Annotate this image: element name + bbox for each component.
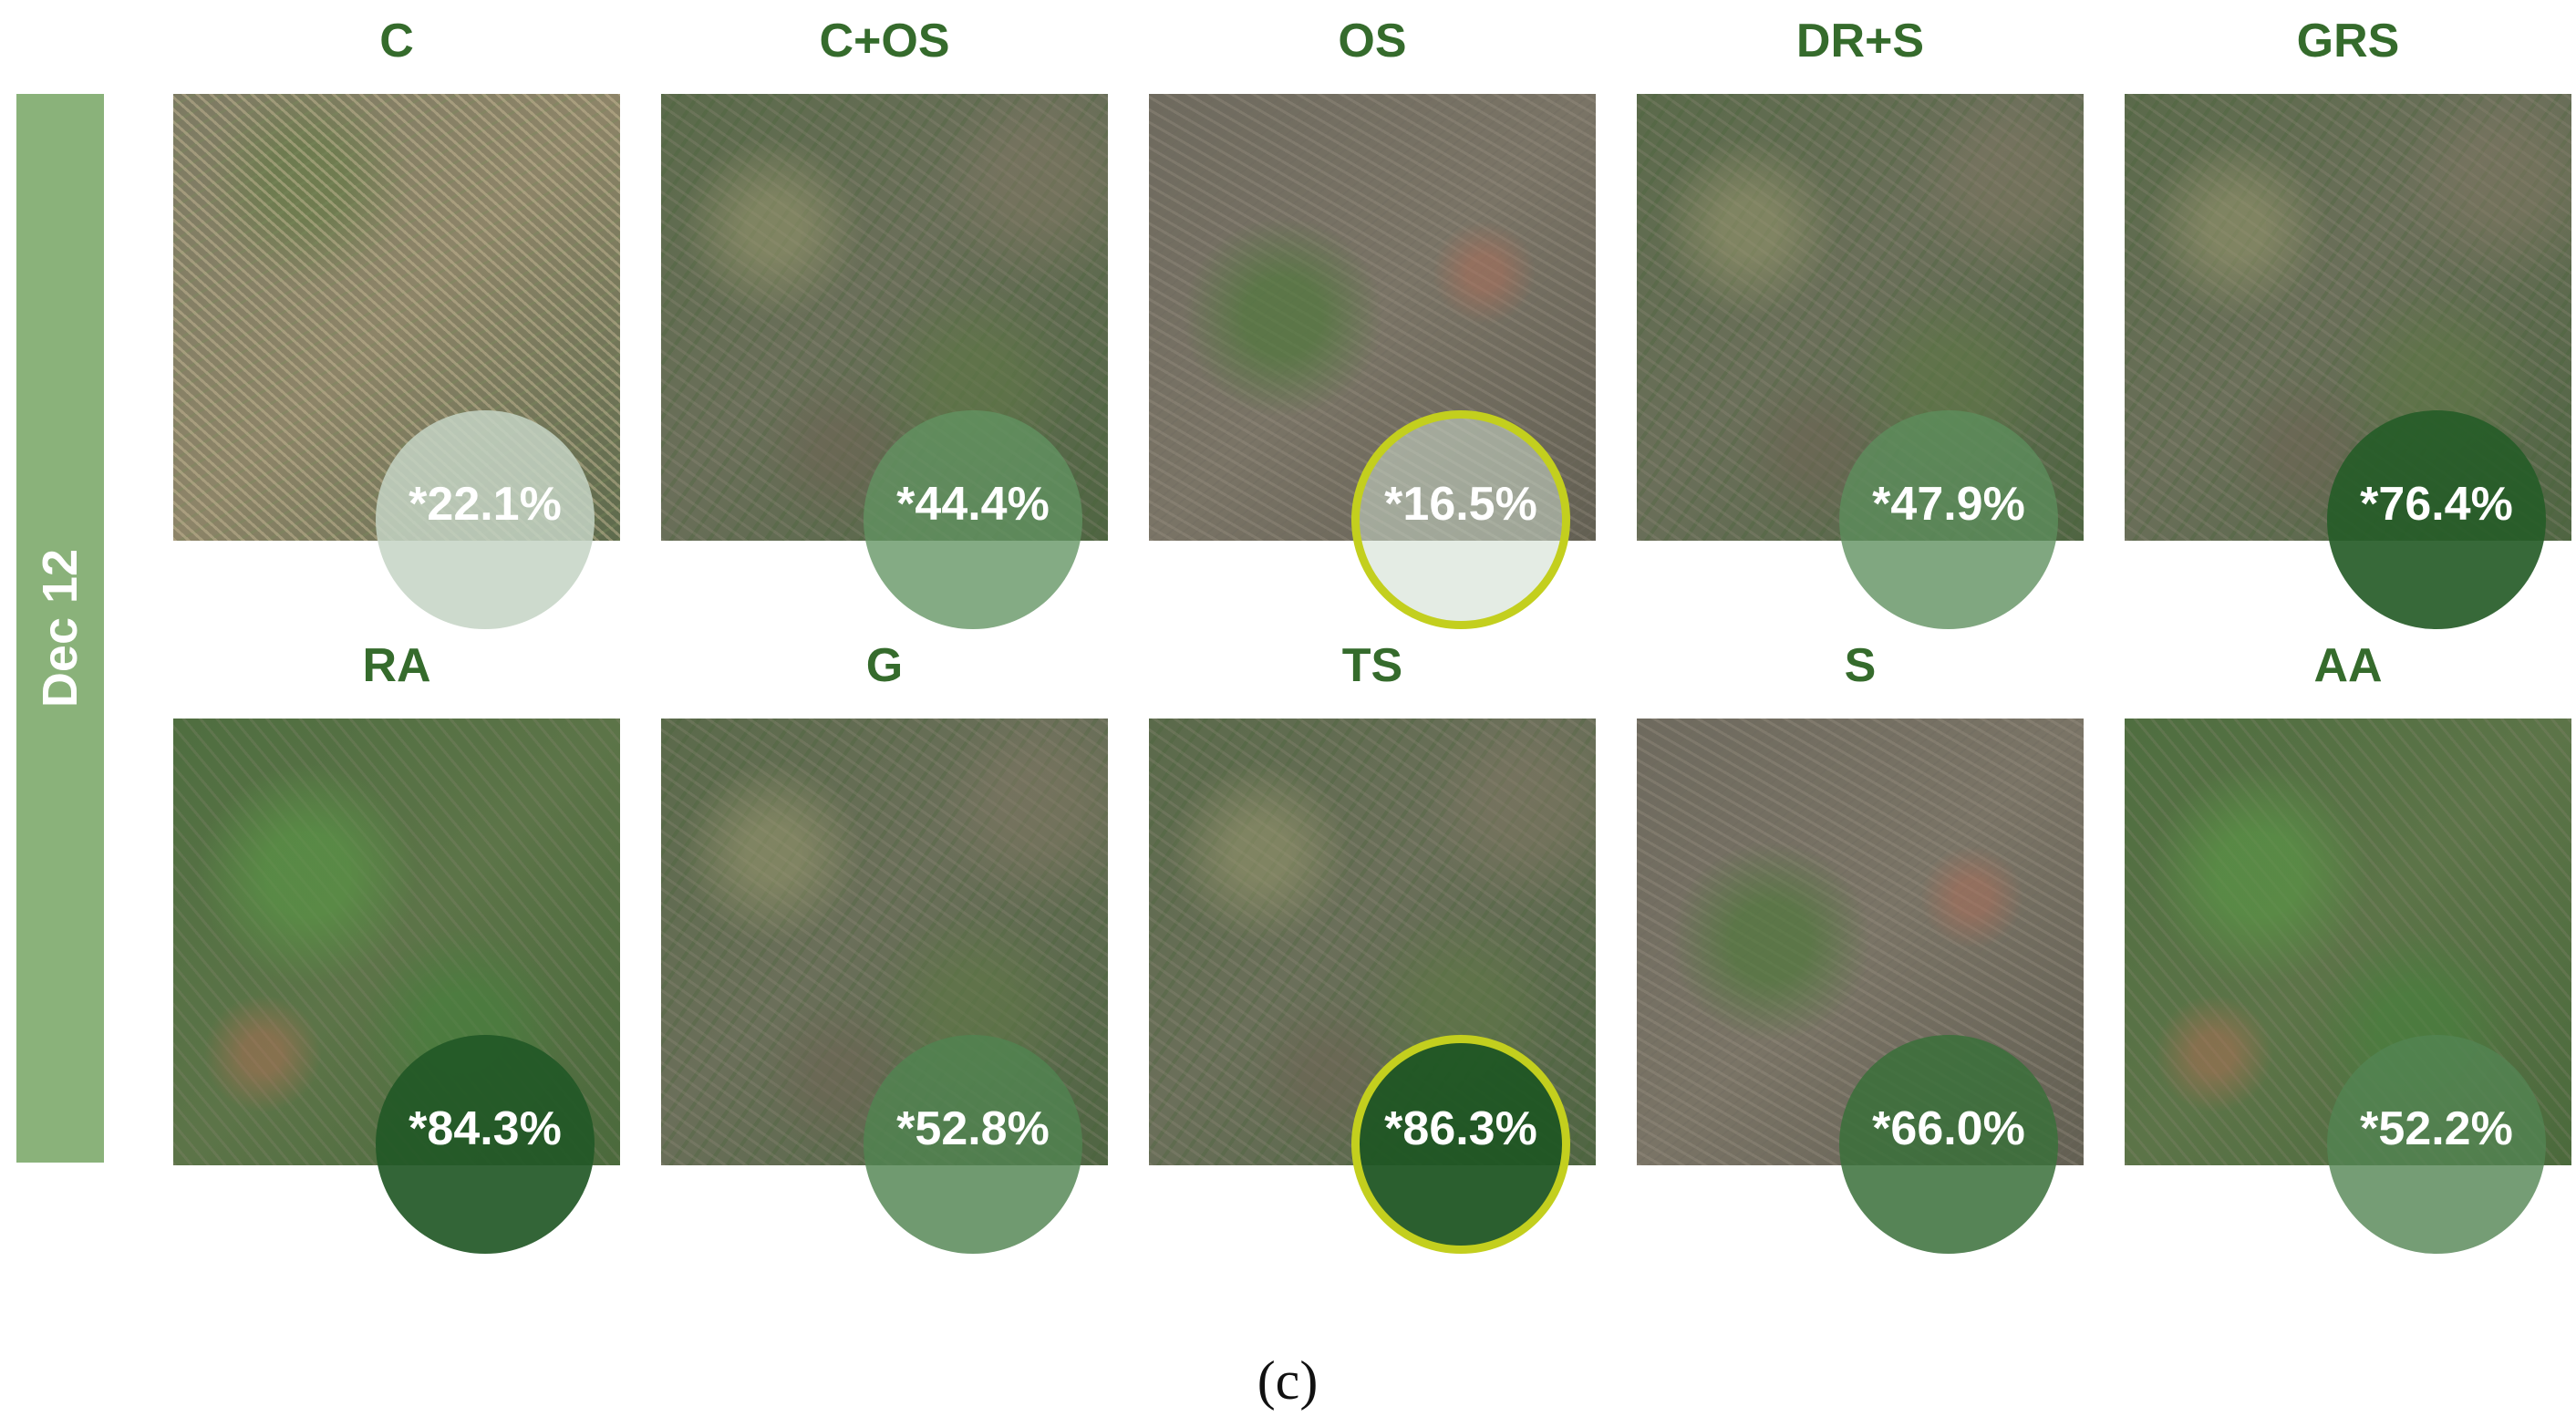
figure-caption: (c): [1257, 1350, 1319, 1411]
plot-label: S: [1844, 639, 1877, 692]
coverage-circle: [2327, 1035, 2546, 1254]
coverage-circle: [1839, 1035, 2058, 1254]
date-label: Dec 12: [33, 548, 88, 708]
plot-label: TS: [1341, 639, 1403, 692]
plot-label: C: [379, 15, 414, 67]
plot-label: AA: [2313, 639, 2383, 692]
coverage-circle-highlighted: [1351, 1035, 1570, 1254]
coverage-value: *76.4%: [2360, 478, 2513, 531]
coverage-circle: [864, 1035, 1082, 1254]
coverage-circle: [376, 410, 595, 629]
coverage-value: *22.1%: [409, 478, 562, 531]
coverage-value: *86.3%: [1384, 1102, 1537, 1155]
coverage-circle: [2327, 410, 2546, 629]
date-band: Dec 12: [16, 94, 104, 1163]
coverage-value: *66.0%: [1872, 1102, 2025, 1155]
coverage-value: *52.8%: [896, 1102, 1050, 1155]
coverage-value: *16.5%: [1384, 478, 1537, 531]
plot-label: RA: [362, 639, 431, 692]
plot-label: OS: [1338, 15, 1407, 67]
coverage-value: *84.3%: [409, 1102, 562, 1155]
coverage-circle: [864, 410, 1082, 629]
plot-label: G: [865, 639, 904, 692]
coverage-value: *52.2%: [2360, 1102, 2513, 1155]
plot-label: DR+S: [1795, 15, 1925, 67]
coverage-circle: [376, 1035, 595, 1254]
coverage-circle: [1839, 410, 2058, 629]
coverage-value: *44.4%: [896, 478, 1050, 531]
coverage-circle-highlighted: [1351, 410, 1570, 629]
coverage-value: *47.9%: [1872, 478, 2025, 531]
plot-label: GRS: [2296, 15, 2400, 67]
plot-label: C+OS: [819, 15, 950, 67]
